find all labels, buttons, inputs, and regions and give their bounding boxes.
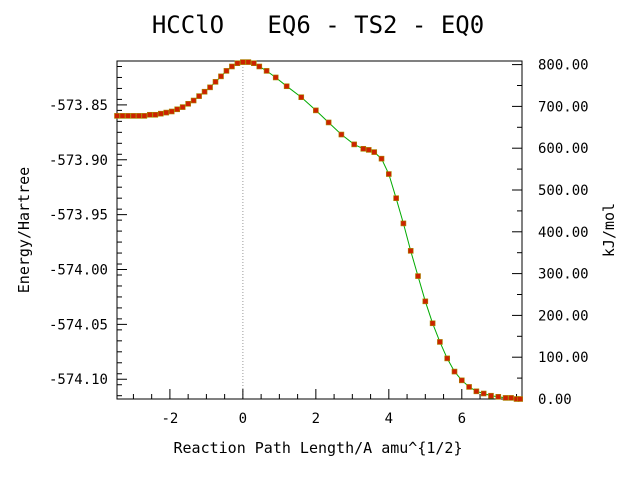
y-tick-label: -573.85 (49, 98, 108, 114)
data-point (256, 63, 263, 70)
data-point (429, 320, 436, 327)
data-point (473, 388, 480, 395)
data-point (207, 84, 213, 91)
data-point (179, 104, 186, 110)
y2-tick-label: 400.00 (538, 225, 589, 241)
y2-axis-ticks: 800.00 700.00 600.00 500.00 400.00 300.00 200.… (512, 58, 589, 408)
data-point (360, 145, 367, 152)
x-tick-label: 0 (239, 411, 247, 427)
data-point (141, 113, 148, 119)
data-point (415, 273, 421, 279)
data-point (437, 339, 443, 345)
data-point (488, 392, 494, 399)
data-point (234, 60, 241, 66)
x-axis-label: Reaction Path Length/A amu^{1/2} (174, 439, 463, 457)
data-point (130, 113, 137, 119)
y-tick-label: -574.10 (49, 372, 108, 388)
data-point (114, 113, 120, 119)
data-point (451, 368, 458, 375)
x-axis-ticks: -2 0 2 4 6 (132, 389, 518, 427)
data-point (386, 171, 392, 177)
data-point (400, 220, 407, 227)
x-tick-label: 4 (385, 411, 393, 427)
y2-axis-label: kJ/mol (600, 203, 618, 257)
data-point (444, 355, 451, 362)
data-point (458, 377, 465, 384)
x-tick-label: -2 (161, 411, 178, 427)
data-point (466, 384, 472, 390)
data-point (371, 149, 378, 155)
data-point (393, 195, 399, 201)
data-point (185, 100, 191, 107)
y-axis-label: Energy/Hartree (15, 167, 33, 293)
data-point (125, 113, 131, 119)
data-point (190, 97, 197, 104)
data-point (201, 88, 208, 95)
plot-frame (116, 60, 523, 400)
data-point (147, 111, 153, 118)
chart-title: HCClO EQ6 - TS2 - EQ0 (152, 11, 484, 39)
data-point (338, 131, 345, 138)
data-point (313, 107, 319, 114)
data-point (119, 113, 126, 119)
y2-tick-label: 100.00 (538, 350, 589, 366)
y2-tick-label: 200.00 (538, 308, 589, 324)
data-point (168, 108, 175, 115)
y2-tick-label: 600.00 (538, 141, 589, 157)
data-point (223, 68, 230, 74)
data-point (174, 106, 181, 113)
data-point (229, 63, 235, 70)
data-point (495, 394, 502, 400)
y-tick-label: -573.90 (49, 153, 108, 169)
y2-tick-label: 700.00 (538, 99, 589, 115)
y2-tick-label: 300.00 (538, 267, 589, 283)
data-point (136, 113, 142, 119)
data-point (218, 73, 224, 80)
data-point (263, 68, 270, 74)
y-tick-label: -574.05 (49, 317, 108, 333)
y-tick-label: -574.00 (49, 263, 108, 279)
y2-tick-label: 0.00 (538, 392, 572, 408)
y2-tick-label: 800.00 (538, 58, 589, 74)
data-point (480, 390, 487, 397)
data-point (325, 119, 332, 126)
y-tick-label: -573.95 (49, 208, 108, 224)
data-point (298, 94, 305, 101)
data-point (508, 395, 514, 401)
data-point (245, 59, 252, 65)
data-point (407, 248, 414, 254)
data-point (251, 60, 257, 66)
data-point (163, 109, 170, 116)
data-point (517, 396, 523, 402)
data-point (212, 79, 219, 85)
data-point (152, 111, 159, 118)
data-point (351, 141, 357, 148)
data-point (240, 59, 246, 65)
energy-series (114, 59, 523, 402)
data-point (283, 83, 290, 90)
data-point (378, 155, 385, 162)
x-tick-label: 6 (458, 411, 466, 427)
data-point (365, 147, 372, 153)
data-point (502, 395, 509, 401)
y-axis-ticks: -573.85 -573.90 -573.95 -574.00 -574.05 -574.… (49, 65, 127, 397)
data-point (422, 298, 429, 305)
y2-tick-label: 500.00 (538, 183, 589, 199)
data-point (196, 93, 202, 99)
data-point (272, 74, 279, 81)
x-tick-label: 2 (312, 411, 320, 427)
data-point (157, 110, 164, 117)
